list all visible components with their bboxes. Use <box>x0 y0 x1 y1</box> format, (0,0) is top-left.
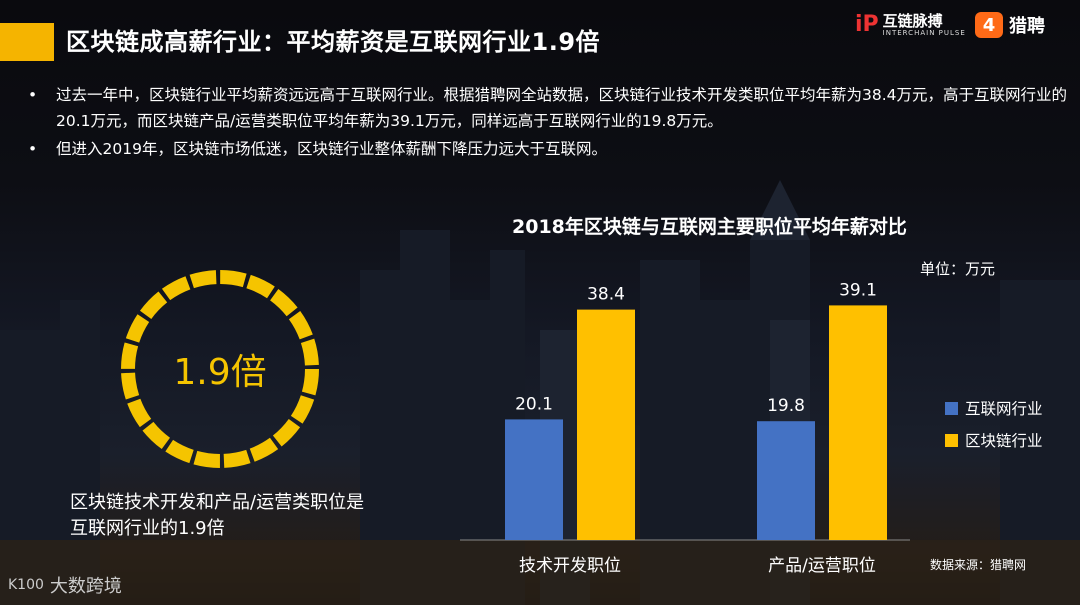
bar-value-label: 20.1 <box>515 394 553 414</box>
legend-swatch <box>945 433 958 447</box>
bar-value-label: 39.1 <box>839 280 877 300</box>
bar <box>505 419 563 540</box>
bar <box>577 309 635 540</box>
bullet-item: • 但进入2019年，区块链市场低迷，区块链行业整体薪酬下降压力远大于互联网。 <box>28 136 1068 162</box>
ratio-ring: 1.9倍 <box>116 265 324 473</box>
bullet-list: • 过去一年中，区块链行业平均薪资远远高于互联网行业。根据猎聘网全站数据，区块链… <box>28 82 1068 164</box>
bar <box>829 305 887 540</box>
brand-interchain-name: 互链脉搏 <box>882 11 943 30</box>
ratio-value: 1.9倍 <box>173 352 267 393</box>
chart-unit: 单位：万元 <box>920 260 996 278</box>
bar <box>757 421 815 540</box>
liepin-logo-icon: 4 <box>975 12 1003 38</box>
x-tick-label: 产品/运营职位 <box>768 556 876 576</box>
title-accent-bar <box>0 23 54 61</box>
data-source: 数据来源：猎聘网 <box>930 558 1027 572</box>
bar-value-label: 19.8 <box>767 396 805 416</box>
brand-interchain: iP 互链脉搏 INTERCHAIN PULSE <box>855 12 966 37</box>
interchain-logo-icon: iP <box>855 12 879 37</box>
bullet-dot-icon: • <box>28 86 38 104</box>
legend-label: 区块链行业 <box>965 432 1043 450</box>
legend-swatch <box>945 401 958 415</box>
footer-logo-text: 大数跨境 <box>49 576 122 597</box>
bullet-item: • 过去一年中，区块链行业平均薪资远远高于互联网行业。根据猎聘网全站数据，区块链… <box>28 82 1068 134</box>
x-tick-label: 技术开发职位 <box>519 556 621 576</box>
footer-logo-icon: K100 <box>8 577 44 593</box>
footer-logo: K100 大数跨境 <box>8 572 122 598</box>
brand-liepin-name: 猎聘 <box>1009 16 1045 37</box>
legend-label: 互联网行业 <box>965 400 1043 418</box>
chart-title: 2018年区块链与互联网主要职位平均年薪对比 <box>512 216 907 238</box>
brand-liepin: 4 猎聘 <box>975 12 1045 38</box>
chart-legend: 互联网行业 区块链行业 <box>945 392 1043 456</box>
legend-item: 区块链行业 <box>945 424 1043 456</box>
brand-interchain-sub: INTERCHAIN PULSE <box>882 28 966 37</box>
bar-value-label: 38.4 <box>587 285 625 305</box>
page-title: 区块链成高薪行业：平均薪资是互联网行业1.9倍 <box>66 28 601 56</box>
bullet-text: 但进入2019年，区块链市场低迷，区块链行业整体薪酬下降压力远大于互联网。 <box>56 140 607 158</box>
ratio-caption: 区块链技术开发和产品/运营类职位是互联网行业的1.9倍 <box>70 492 365 539</box>
legend-item: 互联网行业 <box>945 392 1043 424</box>
ring-segments <box>121 270 319 468</box>
bullet-text: 过去一年中，区块链行业平均薪资远远高于互联网行业。根据猎聘网全站数据，区块链行业… <box>56 86 1068 130</box>
bullet-dot-icon: • <box>28 140 38 158</box>
ring-dashes <box>121 270 319 468</box>
